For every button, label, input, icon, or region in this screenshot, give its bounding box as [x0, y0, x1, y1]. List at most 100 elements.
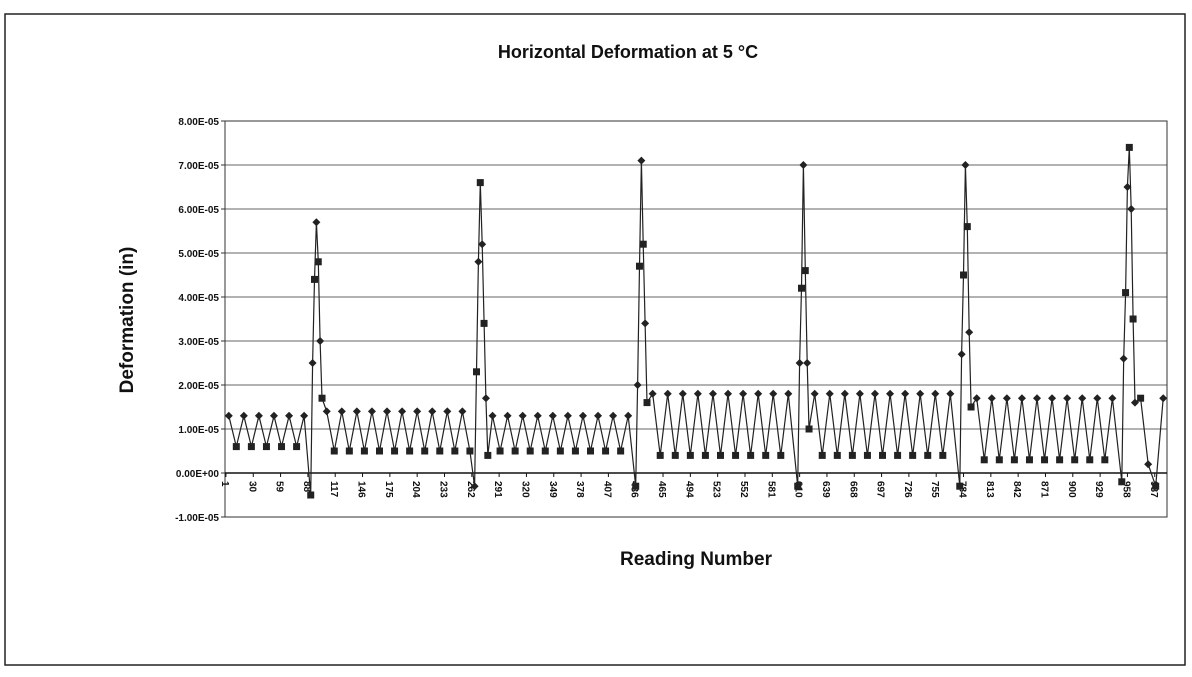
plot-area [224, 120, 1168, 518]
data-point [863, 451, 871, 459]
data-point [957, 350, 966, 359]
data-point [870, 389, 879, 398]
data-point [909, 451, 917, 459]
data-point [511, 447, 519, 455]
x-tick-label: 1 [219, 481, 230, 487]
y-tick-label: 6.00E-05 [178, 205, 219, 216]
x-tick-label: 117 [328, 481, 339, 498]
data-point [1025, 456, 1033, 464]
data-point [798, 284, 806, 292]
data-point [285, 411, 294, 420]
data-point [1071, 456, 1079, 464]
data-point [747, 451, 755, 459]
x-tick-label: 697 [875, 481, 886, 498]
data-point [931, 389, 940, 398]
data-point [458, 407, 467, 416]
y-tick-label: 2.00E-05 [178, 381, 219, 392]
data-point [443, 407, 452, 416]
data-point [571, 447, 579, 455]
data-point [375, 447, 383, 455]
x-tick-label: 552 [738, 481, 749, 498]
data-point [663, 389, 672, 398]
data-point [1002, 394, 1011, 403]
x-tick-label: 929 [1093, 481, 1104, 498]
data-point [633, 381, 642, 389]
data-point [548, 411, 557, 420]
data-point [428, 407, 437, 416]
data-point [961, 161, 970, 169]
data-point [1041, 456, 1049, 464]
data-point [708, 389, 717, 398]
data-point [421, 447, 429, 455]
data-point [481, 394, 490, 403]
data-point [1063, 394, 1072, 403]
data-point [784, 389, 793, 398]
data-point [624, 411, 633, 420]
data-point [754, 389, 763, 398]
data-point [563, 411, 572, 420]
data-point [801, 267, 809, 275]
data-point [1159, 394, 1168, 403]
data-point [639, 240, 647, 248]
data-point [473, 368, 481, 376]
data-point [478, 240, 487, 249]
data-point [322, 407, 331, 416]
data-point [632, 482, 640, 490]
y-axis-label: Deformation (in) [117, 247, 138, 394]
data-point [556, 447, 564, 455]
data-point [232, 443, 240, 451]
data-point [391, 447, 399, 455]
data-point [533, 411, 542, 420]
chart-title: Horizontal Deformation at 5 °C [498, 42, 758, 62]
x-tick-label: 233 [437, 481, 448, 498]
data-point [300, 411, 309, 420]
data-point [916, 389, 925, 398]
data-point [1144, 460, 1153, 469]
data-point [1125, 143, 1133, 151]
x-tick-label: 726 [902, 481, 913, 498]
data-point [609, 411, 618, 420]
data-point [671, 451, 679, 459]
data-point [840, 389, 849, 398]
data-point [586, 447, 594, 455]
x-tick-label: 320 [519, 481, 530, 498]
data-point [541, 447, 549, 455]
x-tick-label: 958 [1120, 481, 1131, 498]
data-point [732, 451, 740, 459]
x-tick-label: 813 [984, 481, 995, 498]
data-point [316, 337, 325, 345]
data-point [484, 451, 492, 459]
data-point [995, 456, 1003, 464]
x-tick-label: 262 [465, 481, 476, 498]
data-point [1086, 456, 1094, 464]
data-point [1093, 394, 1102, 403]
data-point [833, 451, 841, 459]
data-point [1056, 456, 1064, 464]
y-tick-label: 7.00E-05 [178, 161, 219, 172]
data-point [526, 447, 534, 455]
data-point [239, 411, 248, 420]
data-point [470, 482, 479, 491]
x-tick-label: 30 [246, 481, 257, 493]
x-tick-label: 378 [574, 481, 585, 498]
data-point [980, 456, 988, 464]
data-point [818, 451, 826, 459]
data-point [367, 407, 376, 416]
data-point [345, 447, 353, 455]
x-tick-label: 639 [820, 481, 831, 498]
data-point [314, 258, 322, 266]
data-point [1122, 289, 1130, 297]
data-point [476, 179, 484, 187]
data-point [656, 451, 664, 459]
data-point [1101, 456, 1109, 464]
data-point [848, 451, 856, 459]
data-point [987, 394, 996, 403]
data-point [678, 389, 687, 398]
data-point [594, 411, 603, 420]
data-point [503, 411, 512, 420]
data-point [602, 447, 610, 455]
x-tick-label: 871 [1038, 481, 1049, 498]
data-point [805, 425, 813, 433]
x-tick-label: 349 [547, 481, 558, 498]
x-tick-label: 581 [765, 481, 776, 498]
